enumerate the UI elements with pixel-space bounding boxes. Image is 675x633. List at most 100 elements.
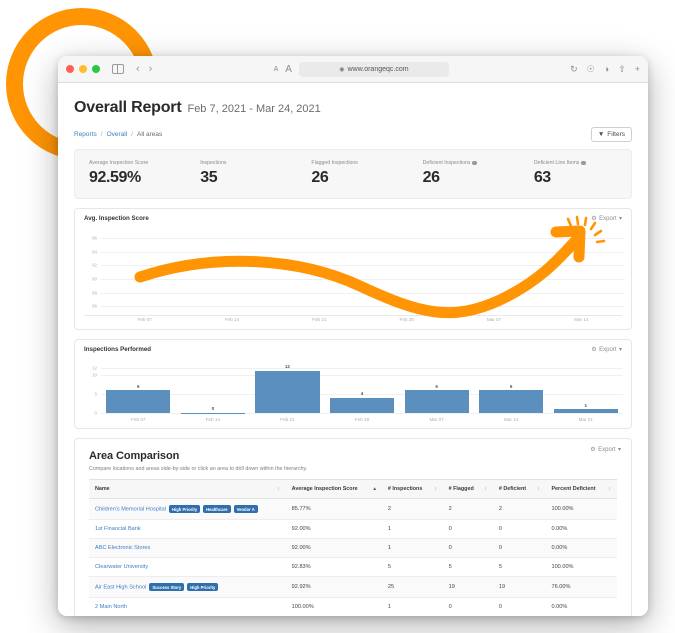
bar-chart: 0 5 10 12 6 Feb 07 0 Feb 14 12 Feb 21 4 Feb 28 6 Mar … [75,356,631,428]
bar-column[interactable]: 12 Feb 21 [250,364,325,422]
bar[interactable] [255,370,320,413]
cell-deficient: 19 [492,576,546,599]
area-name-link[interactable]: Children's Memorial Hospital [95,506,167,513]
bar-column[interactable]: 6 Mar 07 [399,364,474,422]
cell-score: 100.00% [285,597,382,616]
column-header-label: # Flagged [448,486,474,492]
area-name-link[interactable]: Air East High School [95,584,147,591]
table-column-header[interactable]: # Deficient ↕ [492,479,546,499]
area-name-link[interactable]: ABC Electronic Stores [95,545,151,552]
bar-column[interactable]: 6 Feb 07 [101,364,176,422]
export-button[interactable]: ⚙ Export ▾ [591,346,622,354]
bar[interactable] [479,390,544,413]
shield-icon[interactable]: ☉ [586,63,595,74]
sort-icon[interactable]: ↕ [277,486,280,492]
breadcrumb-item-reports[interactable]: Reports [74,131,97,138]
table-column-header[interactable]: Name ↕ [89,479,286,499]
sort-icon[interactable]: ↕ [608,486,612,492]
kpi-label: Flagged Inspections [311,160,358,166]
tag-badge: Healthcare [203,505,231,514]
sidebar-toggle-icon[interactable] [112,64,124,74]
reader-contrast-icon[interactable]: ◑ [603,64,610,74]
sort-icon[interactable]: ↕ [536,486,540,492]
nav-arrows[interactable]: ‹ › [136,63,152,75]
column-header-label: Average Inspection Score [291,486,358,492]
globe-icon: ◉ [339,66,345,73]
breadcrumb-item-all-areas: All areas [136,131,163,138]
kpi-deficient-inspections: Deficient Inspections 26 [409,160,520,187]
bar-value-label: 6 [137,383,140,389]
table-row[interactable]: ABC Electronic Stores 92.00% 1 0 0 0.00% [89,538,617,559]
cell-deficient: 0 [492,597,546,616]
bar-column[interactable]: 0 Feb 14 [176,364,251,422]
window-controls[interactable] [66,65,100,73]
filters-button[interactable]: ▼ Filters [590,127,632,142]
cell-name: 2 Main North [89,597,286,616]
table-row[interactable]: 2 Main North 100.00% 1 0 0 0.00% [89,597,617,616]
table-column-header[interactable]: # Flagged ↕ [442,479,493,499]
cell-inspections: 1 [381,538,443,559]
gridline [101,265,625,267]
cell-deficient: 0 [492,519,546,540]
info-icon[interactable] [581,160,586,166]
area-comparison-header: Area Comparison Compare locations and ar… [75,439,631,473]
bar-column[interactable]: 1 Mar 21 [548,364,623,422]
gear-icon: ⚙ [591,216,597,222]
breadcrumb-row: Reports / Overall / All areas ▼ Filters [58,127,648,149]
sort-icon[interactable]: ↕ [434,486,437,492]
date-range-label: Feb 7, 2021 - Mar 24, 2021 [187,103,321,115]
browser-window: ‹ › A A ◉ www.orangeqc.com ↻ ☉ ◑ ⇧ + [58,56,648,616]
bar[interactable] [553,409,618,413]
info-icon[interactable] [472,160,477,166]
table-column-header[interactable]: Percent Deficient ↕ [545,479,617,499]
area-name-link[interactable]: 1st Financial Bank [95,526,141,533]
forward-icon[interactable]: › [148,63,153,75]
table-row[interactable]: 1st Financial Bank 92.00% 1 0 0 0.00% [89,519,617,540]
funnel-icon: ▼ [597,131,605,138]
bar[interactable] [329,397,395,413]
close-icon[interactable] [66,65,74,73]
breadcrumb-item-overall[interactable]: Overall [106,131,128,138]
y-axis-tick-label: 10 [92,372,97,378]
area-comparison-title: Area Comparison [89,450,180,462]
sort-icon[interactable]: ↕ [484,486,487,492]
x-axis-tick-label: Feb 21 [280,417,295,422]
bar[interactable] [404,390,469,413]
export-button[interactable]: ⚙ Export ▾ [591,215,622,223]
bar-column[interactable]: 4 Feb 28 [325,364,400,422]
y-axis-tick-label: 86 [92,303,97,309]
page-title: Overall Report [74,99,182,116]
area-name-link[interactable]: 2 Main North [95,604,128,611]
bar-column[interactable]: 6 Mar 14 [474,364,549,422]
back-icon[interactable]: ‹ [136,63,140,75]
kpi-value: 63 [533,169,551,186]
table-row[interactable]: Clearwater University 92.83% 5 5 5 100.00% [89,557,617,578]
table-row[interactable]: Air East High School Success Story High Pr… [89,576,617,599]
cell-percent-deficient: 0.00% [545,597,617,616]
table-row[interactable]: Children's Memorial Hospital High Priorit… [89,498,617,521]
bar[interactable] [106,390,171,413]
table-body: Children's Memorial Hospital High Priorit… [89,498,617,616]
table-column-header[interactable]: # Inspections ↕ [381,479,443,499]
y-axis-tick-label: 94 [92,249,97,254]
area-name-link[interactable]: Clearwater University [95,564,149,571]
text-smaller-icon[interactable]: A [273,65,279,73]
minimize-icon[interactable] [79,65,87,73]
bar-value-label: 1 [584,402,588,408]
table-column-header[interactable]: Average Inspection Score ▴ [285,479,382,499]
sort-icon[interactable]: ▴ [373,486,376,492]
x-axis-tick-label: Feb 07 [137,317,152,322]
export-label: Export [599,346,617,353]
export-button[interactable]: ⚙ Export ▾ [590,446,621,454]
line-chart-plot: 96 94 92 90 88 86 Feb 07 Feb 14 Feb 21 Feb 28 Mar … [92,231,625,322]
y-axis-tick-label: 96 [92,235,97,241]
share-icon[interactable]: ⇧ [618,63,626,74]
text-larger-icon[interactable]: A [285,63,292,75]
gridline [101,394,623,396]
address-bar[interactable]: ◉ www.orangeqc.com [298,61,449,77]
reload-icon[interactable]: ↻ [570,63,578,74]
bar-series: 6 Feb 07 0 Feb 14 12 Feb 21 4 Feb 28 6 Mar 07 6 Mar… [101,364,623,422]
area-comparison-subtitle: Compare locations and areas side-by-side… [89,466,308,472]
new-tab-icon[interactable]: + [634,64,640,74]
maximize-icon[interactable] [92,65,100,73]
